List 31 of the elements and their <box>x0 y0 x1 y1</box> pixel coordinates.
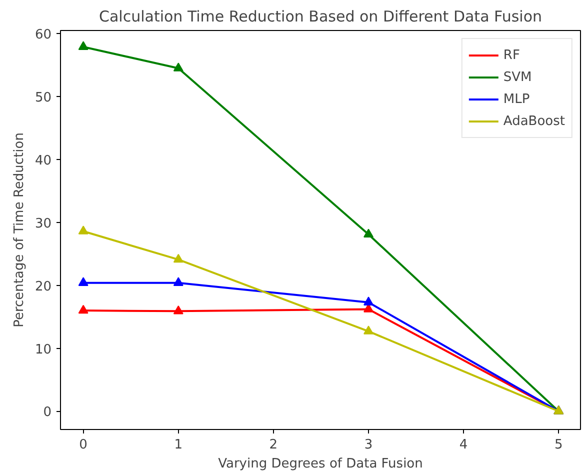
y-tick-label: 40 <box>34 154 52 169</box>
point <box>78 304 88 314</box>
x-tick-label: 4 <box>459 438 468 452</box>
point <box>364 296 374 306</box>
y-tick-label: 60 <box>34 28 52 43</box>
point <box>78 277 88 286</box>
point <box>78 41 88 50</box>
legend-label: RF <box>503 48 521 62</box>
x-tick-label: 3 <box>364 438 373 452</box>
point <box>173 277 184 286</box>
x-tick-label: 0 <box>79 438 88 452</box>
y-tick-label: 10 <box>34 342 52 358</box>
point <box>78 226 88 234</box>
y-tick-label: 20 <box>34 279 52 294</box>
x-axis-title: Varying Degrees of Data Fusion <box>218 456 423 472</box>
y-tick-label: 0 <box>43 405 52 420</box>
x-tick-label: 5 <box>554 438 563 452</box>
legend-label: AdaBoost <box>503 114 565 128</box>
point <box>173 62 184 72</box>
point <box>173 254 184 263</box>
legend-label: MLP <box>503 92 530 106</box>
y-axis-title: Percentage of Time Reduction <box>12 132 27 328</box>
x-tick-label: 1 <box>174 438 183 452</box>
x-tick-label: 2 <box>269 438 278 452</box>
point <box>364 326 374 334</box>
chart-title: Calculation Time Reduction Based on Different Data Fusion <box>98 8 542 26</box>
point <box>173 305 184 314</box>
legend-label: SVM <box>503 70 532 84</box>
y-tick-label: 30 <box>34 216 52 232</box>
y-tick-label: 50 <box>34 90 52 106</box>
point <box>364 228 374 238</box>
